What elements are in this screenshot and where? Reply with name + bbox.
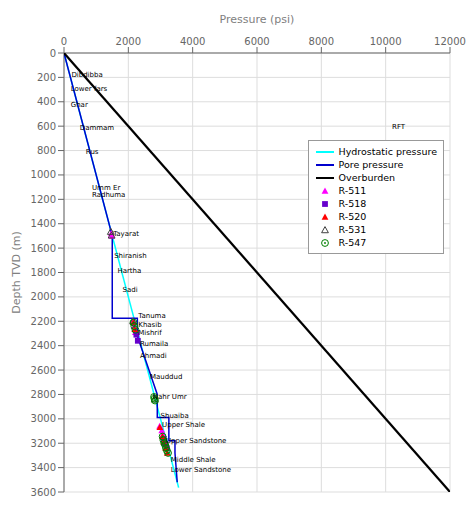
svg-text:Rumaila: Rumaila <box>140 340 168 348</box>
svg-text:1200: 1200 <box>31 194 56 205</box>
svg-text:Khasib: Khasib <box>138 321 162 330</box>
svg-text:3200: 3200 <box>31 438 56 449</box>
svg-text:Depth TVD (m): Depth TVD (m) <box>10 231 23 314</box>
svg-text:Ghar: Ghar <box>71 101 88 109</box>
svg-text:Umm ErRadhuma: Umm ErRadhuma <box>92 183 125 199</box>
svg-text:Upper Sandstone: Upper Sandstone <box>166 437 226 445</box>
html-text:R-511: R-511 <box>338 185 367 196</box>
svg-text:400: 400 <box>37 96 56 107</box>
svg-text:2400: 2400 <box>31 340 56 351</box>
svg-text:1600: 1600 <box>31 243 56 254</box>
svg-text:10000: 10000 <box>370 36 402 47</box>
svg-text:Mishrif: Mishrif <box>138 329 162 337</box>
svg-text:Tayarat: Tayarat <box>112 230 139 238</box>
svg-text:Sadi: Sadi <box>123 286 138 294</box>
html-text:R-531: R-531 <box>338 224 367 235</box>
svg-text:600: 600 <box>37 121 56 132</box>
svg-text:Pressure (psi): Pressure (psi) <box>220 13 295 26</box>
svg-text:Shiranish: Shiranish <box>114 252 146 260</box>
html-text:Hydrostatic pressure: Hydrostatic pressure <box>338 146 437 157</box>
svg-text:Nahr Umr: Nahr Umr <box>153 393 187 401</box>
html-text:R-547: R-547 <box>338 237 367 248</box>
svg-text:Lower fars: Lower fars <box>71 85 108 93</box>
svg-text:RFT: RFT <box>392 123 406 131</box>
svg-text:1000: 1000 <box>31 169 56 180</box>
svg-text:Middle Shale: Middle Shale <box>171 455 216 463</box>
svg-text:Upper Shale: Upper Shale <box>162 421 205 429</box>
svg-text:2000: 2000 <box>31 291 56 302</box>
svg-text:6000: 6000 <box>244 36 269 47</box>
svg-text:2800: 2800 <box>31 389 56 400</box>
html-text:R-520: R-520 <box>338 211 367 222</box>
svg-text:2200: 2200 <box>31 316 56 327</box>
svg-text:2600: 2600 <box>31 365 56 376</box>
svg-text:3400: 3400 <box>31 462 56 473</box>
svg-text:Lower Sandstone: Lower Sandstone <box>171 466 231 474</box>
svg-text:Shuaiba: Shuaiba <box>161 412 189 420</box>
svg-text:0: 0 <box>50 48 56 59</box>
svg-text:1800: 1800 <box>31 267 56 278</box>
svg-text:8000: 8000 <box>309 36 334 47</box>
svg-text:2000: 2000 <box>116 36 141 47</box>
svg-text:Dibdibba: Dibdibba <box>71 71 102 79</box>
svg-text:200: 200 <box>37 72 56 83</box>
svg-text:1400: 1400 <box>31 218 56 229</box>
svg-text:Dammam: Dammam <box>80 124 115 132</box>
html-text:Overburden: Overburden <box>338 172 396 183</box>
svg-text:3000: 3000 <box>31 413 56 424</box>
svg-text:Ahmadi: Ahmadi <box>140 352 167 360</box>
svg-text:0: 0 <box>61 36 67 47</box>
svg-text:3600: 3600 <box>31 487 56 498</box>
svg-text:Mauddud: Mauddud <box>150 373 183 381</box>
svg-text:12000: 12000 <box>434 36 466 47</box>
svg-text:4000: 4000 <box>180 36 205 47</box>
svg-text:Rus: Rus <box>86 148 99 156</box>
svg-text:Tanuma: Tanuma <box>137 312 165 320</box>
html-text:Pore pressure: Pore pressure <box>338 159 404 170</box>
svg-text:800: 800 <box>37 145 56 156</box>
svg-text:Hartha: Hartha <box>117 266 141 274</box>
html-text:R-518: R-518 <box>338 198 367 209</box>
